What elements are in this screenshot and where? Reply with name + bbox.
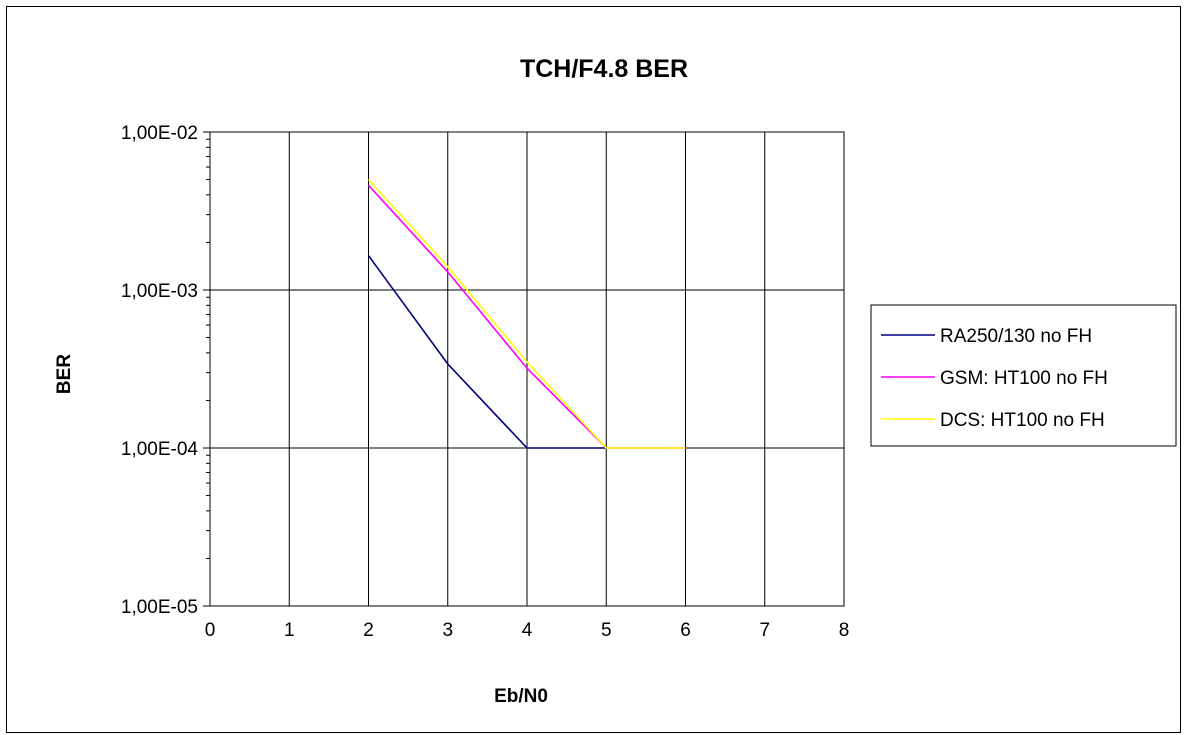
- y-axis-label: BER: [54, 354, 75, 394]
- x-tick-label: 6: [680, 620, 691, 641]
- x-tick-label: 1: [284, 620, 295, 641]
- x-axis-label: Eb/N0: [494, 686, 548, 707]
- series-lines: [367, 179, 686, 449]
- y-tick-label: 1,00E-05: [121, 597, 198, 618]
- chart-area: TCH/F4.8 BER 0 1 2 3 4 5 6 7 8 1,00E-02 1,00E-03 1,…: [6, 6, 1181, 733]
- y-tick-label: 1,00E-02: [121, 123, 198, 144]
- x-tick-label: 2: [363, 620, 374, 641]
- plot-area: [209, 131, 845, 607]
- series-line: [367, 255, 607, 449]
- x-tick-label: 8: [839, 620, 850, 641]
- y-tick-label: 1,00E-03: [121, 281, 198, 302]
- x-tick-label: 4: [522, 620, 533, 641]
- x-tick-label: 0: [205, 620, 216, 641]
- chart-canvas: TCH/F4.8 BER 0 1 2 3 4 5 6 7 8 1,00E-02 1,00E-03 1,…: [54, 55, 1177, 707]
- series-line: [367, 179, 686, 449]
- x-tick-label: 5: [601, 620, 612, 641]
- legend-label: GSM: HT100 no FH: [940, 368, 1108, 389]
- legend-box: [870, 304, 1177, 447]
- legend-label: RA250/130 no FH: [940, 326, 1092, 347]
- x-tick-label: 7: [759, 620, 770, 641]
- axes: 0 1 2 3 4 5 6 7 8 1,00E-02 1,00E-03 1,00E-04 1,00E-0…: [121, 123, 849, 641]
- chart-title: TCH/F4.8 BER: [520, 55, 688, 83]
- y-tick-label: 1,00E-04: [121, 439, 199, 460]
- x-tick-label: 3: [442, 620, 453, 641]
- legend: RA250/130 no FH GSM: HT100 no FH DCS: HT10…: [870, 304, 1177, 447]
- legend-label: DCS: HT100 no FH: [940, 410, 1105, 431]
